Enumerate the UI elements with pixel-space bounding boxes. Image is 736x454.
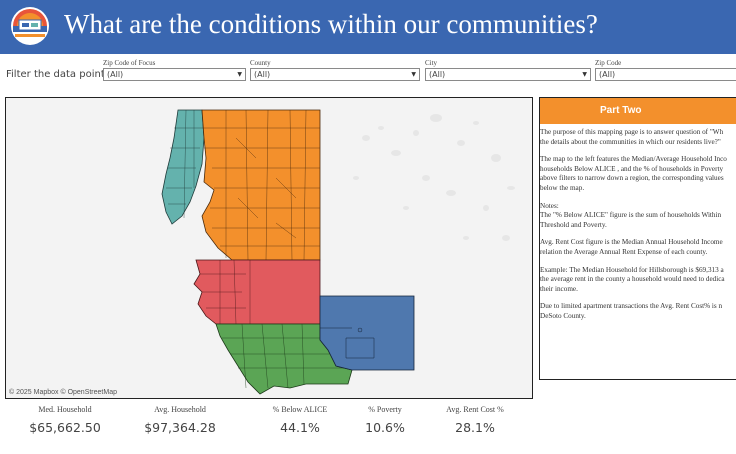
map-canvas[interactable]	[6, 98, 532, 398]
dropdown-value: (All)	[429, 70, 446, 79]
panel-title: Part Two	[600, 105, 642, 116]
filter-county[interactable]: County (All) ▼	[250, 59, 420, 85]
metric-label: Avg. Rent Cost %	[446, 405, 504, 414]
panel-line: below the map.	[540, 183, 585, 192]
panel-line: Notes:	[540, 201, 559, 210]
blue-zip-borders	[320, 327, 375, 359]
metric-avg-household: Avg. Household $97,364.28	[120, 405, 240, 435]
panel-line: relation the Average Annual Rent Expense…	[540, 247, 708, 256]
metrics-row: Med. Household $65,662.50 Avg. Household…	[0, 405, 540, 450]
chevron-down-icon[interactable]: ▼	[237, 71, 242, 78]
chevron-down-icon[interactable]: ▼	[582, 71, 587, 78]
filter-zip-code[interactable]: Zip Code (All)	[595, 59, 736, 85]
panel-line: The purpose of this mapping page is to a…	[540, 128, 724, 136]
red-zip-borders	[200, 259, 251, 325]
metric-value: 28.1%	[455, 420, 495, 435]
city-dropdown[interactable]: (All) ▼	[425, 68, 591, 81]
panel-paragraph: Due to limited apartment transactions th…	[540, 302, 736, 321]
teal-zip-borders	[166, 109, 202, 219]
zip-code-dropdown[interactable]: (All)	[595, 68, 736, 81]
panel-line: above filters to narrow down a region, t…	[540, 174, 724, 183]
green-zip-borders	[222, 323, 346, 389]
filter-title: City	[425, 59, 438, 67]
metric-poverty: % Poverty 10.6%	[345, 405, 425, 435]
dropdown-value: (All)	[599, 70, 616, 79]
filter-city[interactable]: City (All) ▼	[425, 59, 591, 85]
metric-avg-rent-cost: Avg. Rent Cost % 28.1%	[425, 405, 525, 435]
filter-zip-code-of-focus[interactable]: Zip Code of Focus (All) ▼	[103, 59, 246, 85]
panel-line: the details about the communities in whi…	[540, 137, 721, 146]
panel-paragraph: Notes: The "% Below ALICE" figure is the…	[540, 202, 736, 231]
metric-value: 10.6%	[365, 420, 405, 435]
info-panel: Part Two The purpose of this mapping pag…	[539, 97, 736, 380]
logo-icon	[11, 7, 49, 45]
metric-med-household: Med. Household $65,662.50	[10, 405, 120, 435]
dropdown-value: (All)	[254, 70, 271, 79]
panel-line: The map to the left features the Median/…	[540, 155, 727, 164]
panel-line: the average rent in the county a househo…	[540, 275, 725, 284]
region-orange[interactable]	[201, 109, 321, 261]
region-teal[interactable]	[161, 109, 205, 225]
filter-title: County	[250, 59, 271, 67]
panel-line: Example: The Median Household for Hillsb…	[540, 265, 724, 274]
panel-line: DeSoto County.	[540, 311, 586, 320]
metric-below-alice: % Below ALICE 44.1%	[250, 405, 350, 435]
panel-line: Threshold and Poverty.	[540, 220, 607, 229]
orange-zip-borders	[202, 109, 320, 261]
panel-paragraph: The purpose of this mapping page is to a…	[540, 128, 736, 147]
metric-value: $97,364.28	[144, 420, 216, 435]
panel-body: The purpose of this mapping page is to a…	[540, 128, 736, 330]
county-dropdown[interactable]: (All) ▼	[250, 68, 420, 81]
panel-paragraph: The map to the left features the Median/…	[540, 155, 736, 193]
map-view[interactable]: © 2025 Mapbox © OpenStreetMap	[5, 97, 533, 399]
inland-lakes	[353, 114, 515, 241]
zip-code-of-focus-dropdown[interactable]: (All) ▼	[103, 68, 246, 81]
metric-label: Avg. Household	[154, 405, 206, 414]
filter-title: Zip Code	[595, 59, 622, 67]
filter-title: Zip Code of Focus	[103, 59, 156, 67]
metric-label: Med. Household	[38, 405, 92, 414]
page-title: What are the conditions within our commu…	[64, 9, 598, 39]
filter-label: Filter the data points:	[6, 69, 114, 80]
chevron-down-icon[interactable]: ▼	[411, 71, 416, 78]
panel-line: their income.	[540, 284, 578, 293]
panel-line: Avg. Rent Cost figure is the Median Annu…	[540, 238, 723, 247]
panel-header: Part Two	[540, 98, 736, 124]
panel-paragraph: Avg. Rent Cost figure is the Median Annu…	[540, 238, 736, 257]
metric-label: % Poverty	[368, 405, 402, 414]
metric-value: $65,662.50	[29, 420, 101, 435]
panel-paragraph: Example: The Median Household for Hillsb…	[540, 266, 736, 295]
header-banner: What are the conditions within our commu…	[0, 0, 736, 54]
dropdown-value: (All)	[107, 70, 124, 79]
region-blue[interactable]	[319, 295, 415, 371]
metric-label: % Below ALICE	[272, 405, 328, 414]
map-attribution[interactable]: © 2025 Mapbox © OpenStreetMap	[9, 389, 117, 396]
metric-value: 44.1%	[280, 420, 320, 435]
panel-line: Due to limited apartment transactions th…	[540, 302, 723, 311]
panel-line: households Below ALICE , and the % of ho…	[540, 164, 724, 173]
panel-line: The "% Below ALICE" figure is the sum of…	[540, 211, 722, 220]
